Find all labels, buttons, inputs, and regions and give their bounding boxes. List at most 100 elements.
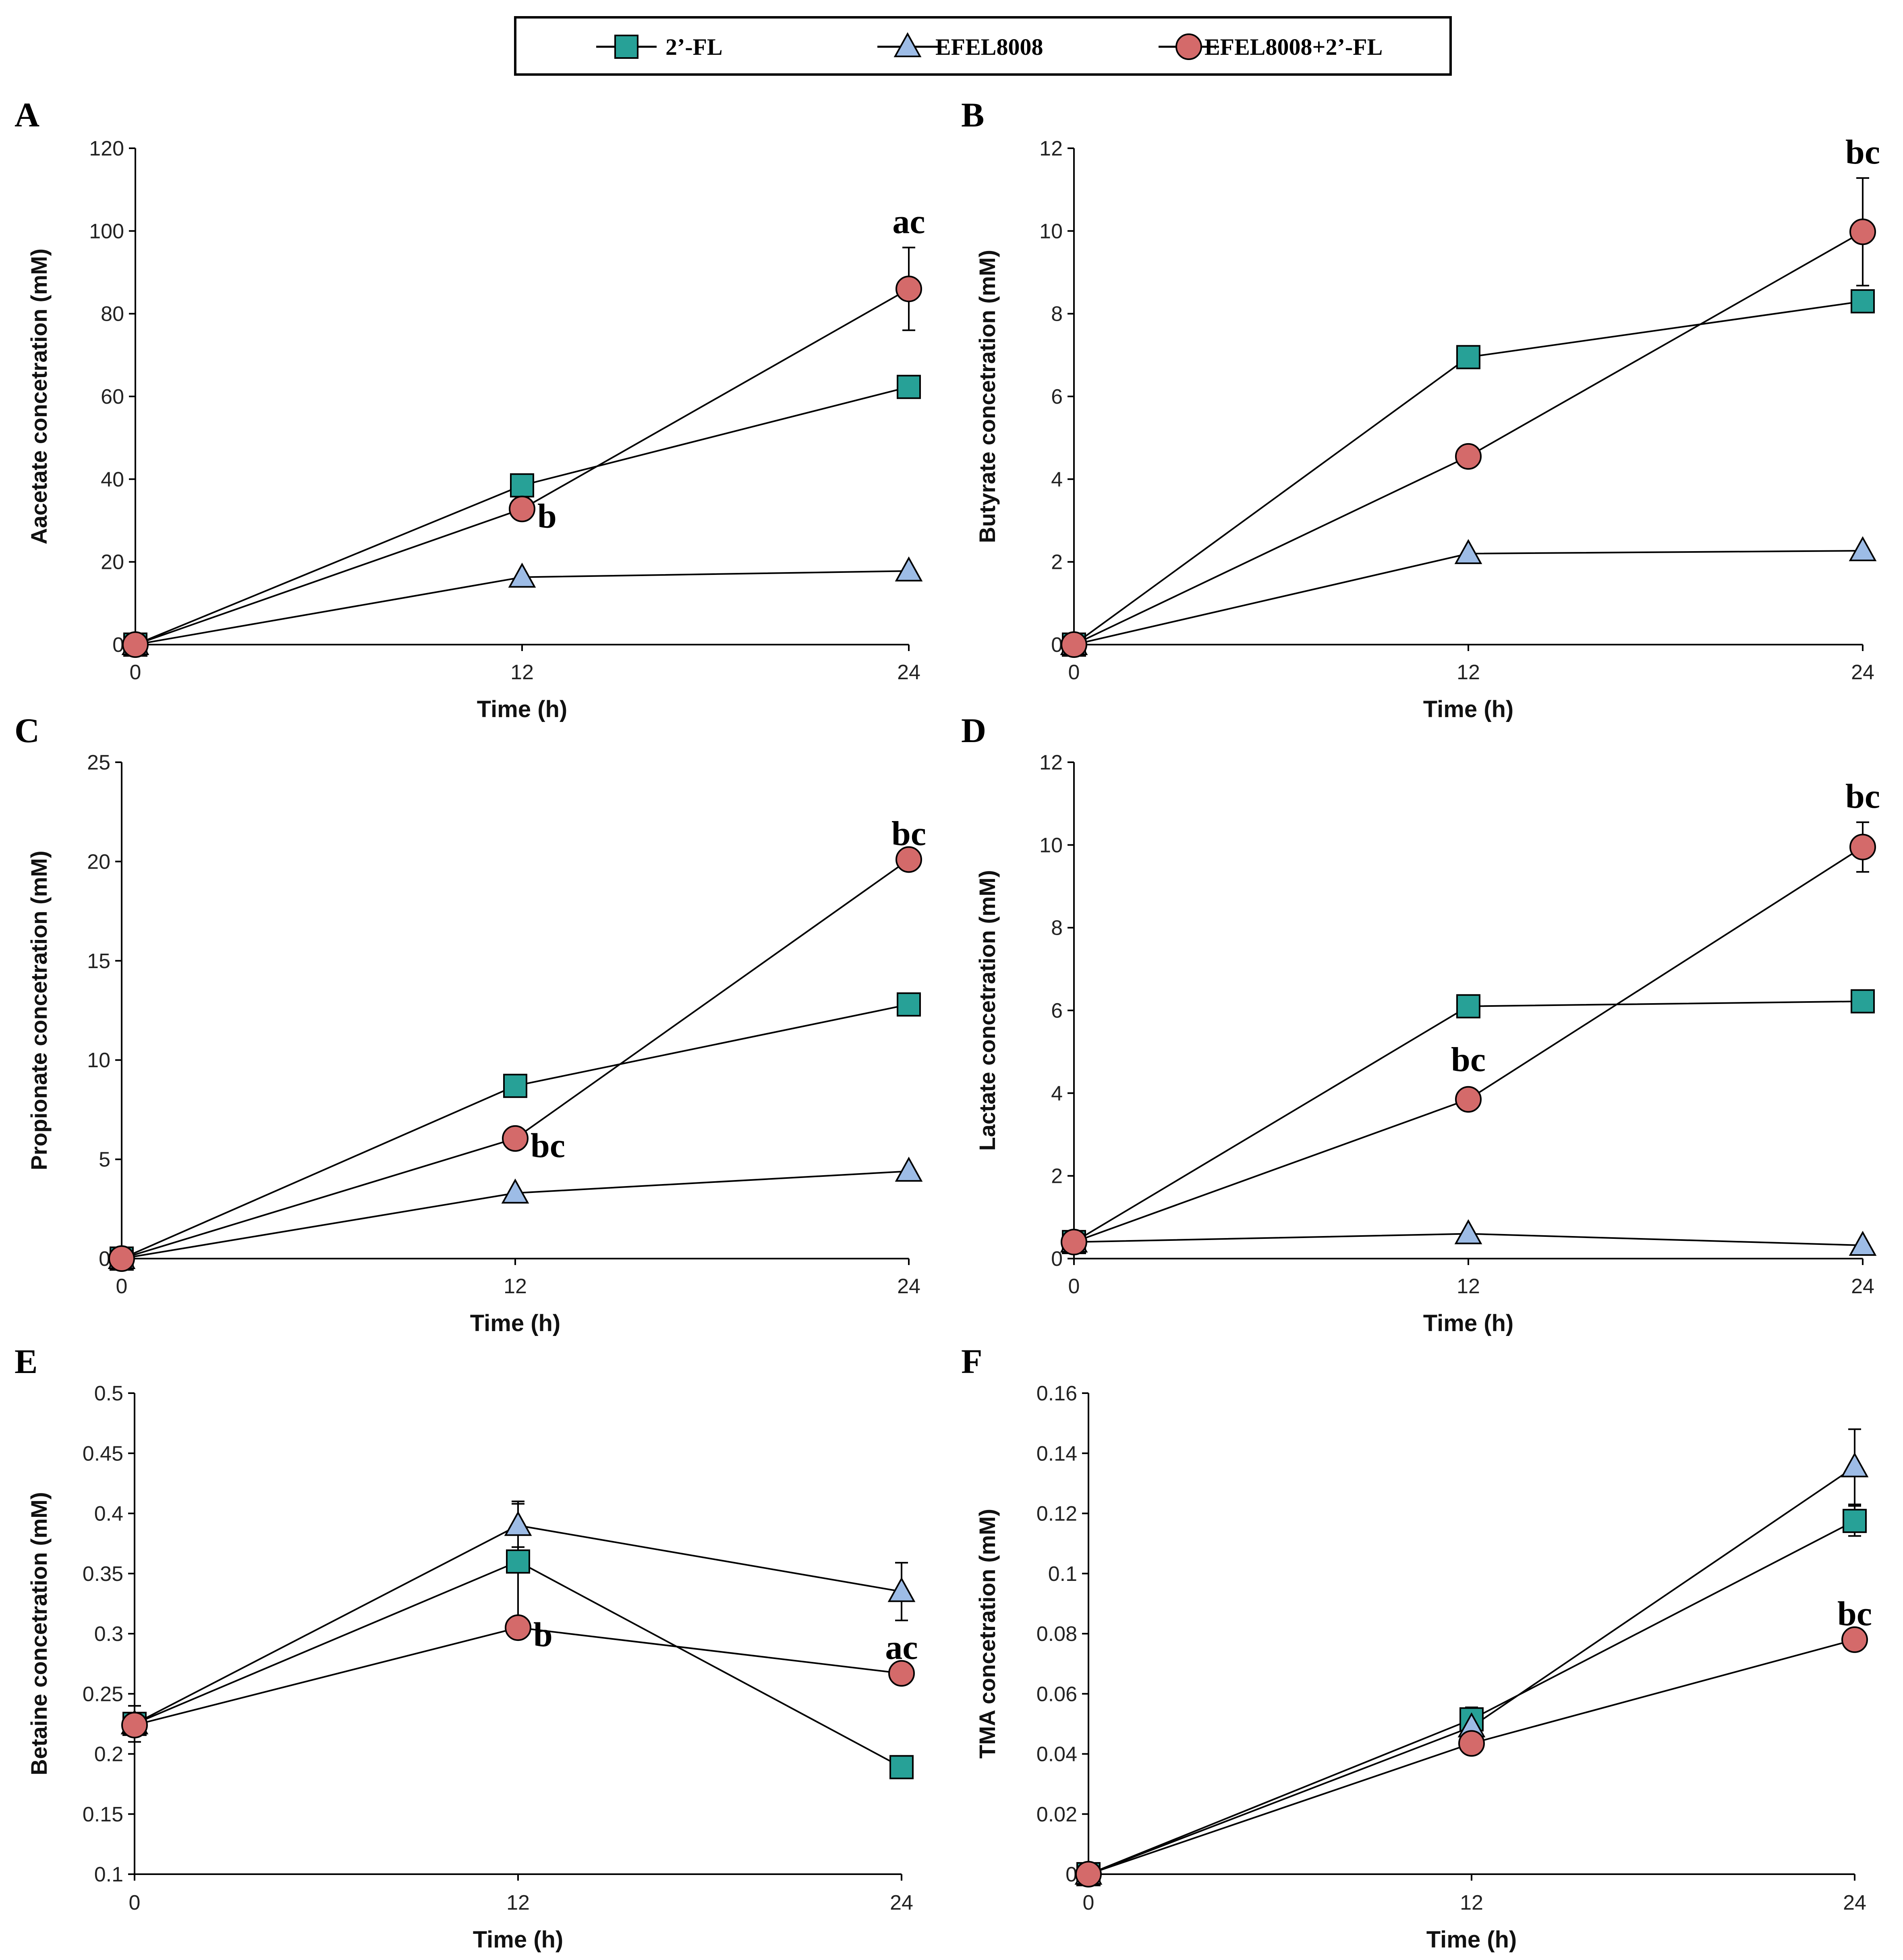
data-point-circle xyxy=(505,1614,531,1641)
data-point-square xyxy=(510,473,534,498)
panel-letter: C xyxy=(15,711,39,750)
legend-label: EFEL8008 xyxy=(935,34,1043,60)
data-point-circle xyxy=(888,1660,915,1687)
data-point-triangle xyxy=(508,562,536,588)
y-tick-label: 4 xyxy=(1051,468,1063,491)
significance-label: bc xyxy=(1845,777,1880,815)
data-point-square xyxy=(1851,989,1875,1014)
x-tick-label: 24 xyxy=(897,661,920,684)
data-point-square xyxy=(889,1755,914,1780)
legend-item-circle: EFEL8008+2’-FL xyxy=(1159,33,1383,60)
data-point-triangle xyxy=(1841,1452,1869,1477)
data-point-triangle xyxy=(501,1178,529,1204)
x-tick-label: 12 xyxy=(1457,1275,1480,1298)
y-tick-label: 0.15 xyxy=(83,1803,123,1826)
significance-label: bc xyxy=(1837,1594,1872,1633)
panel-letter: E xyxy=(15,1342,37,1381)
panel-e: E 0.1 0.15 0.2 0.25 0.3 0.35 0.4 0.45 0.5 0 12 24 Tim… xyxy=(15,1342,918,1953)
y-tick-label: 5 xyxy=(99,1148,110,1172)
x-axis-title: Time (h) xyxy=(1423,696,1514,722)
x-tick-label: 0 xyxy=(1068,661,1080,684)
x-tick-label: 24 xyxy=(1851,661,1874,684)
data-point-triangle xyxy=(1849,536,1877,561)
y-tick-label: 0.2 xyxy=(94,1743,123,1766)
significance-label: ac xyxy=(892,202,925,241)
series-line-circle xyxy=(134,1627,902,1726)
panel-f: F00.020.040.060.080.10.120.140.160 12 24Ti… xyxy=(961,1342,1872,1953)
significance-label: bc xyxy=(1845,133,1880,171)
x-tick-label: 12 xyxy=(510,661,534,684)
data-point-circle xyxy=(1458,1730,1485,1757)
significance-label: bc xyxy=(891,814,926,852)
x-axis-title: Time (h) xyxy=(1426,1927,1517,1953)
y-axis-title: Betaine concetration (mM) xyxy=(26,1492,52,1775)
y-tick-label: 120 xyxy=(89,137,124,160)
y-tick-label: 0.1 xyxy=(1048,1562,1077,1586)
data-point-square xyxy=(1851,289,1875,313)
x-tick-label: 24 xyxy=(897,1275,920,1298)
y-tick-label: 6 xyxy=(1051,385,1063,409)
data-point-circle xyxy=(1075,1861,1102,1887)
panel-letter: A xyxy=(15,95,39,134)
data-point-circle xyxy=(122,631,149,658)
data-point-square xyxy=(897,992,921,1017)
y-tick-label: 0.02 xyxy=(1036,1803,1077,1826)
x-axis-title: Time (h) xyxy=(470,1310,561,1336)
panel-letter: F xyxy=(961,1342,983,1381)
significance-label: bc xyxy=(1451,1040,1486,1079)
legend-item-triangle: EFEL8008 xyxy=(877,32,1043,60)
y-tick-label: 4 xyxy=(1051,1082,1063,1105)
data-point-square xyxy=(1456,345,1480,369)
y-tick-label: 0.16 xyxy=(1036,1382,1077,1405)
y-tick-label: 2 xyxy=(1051,1165,1063,1188)
y-tick-label: 40 xyxy=(101,468,124,491)
data-point-circle xyxy=(1455,443,1482,470)
y-tick-label: 10 xyxy=(1039,220,1063,243)
x-tick-label: 0 xyxy=(130,661,141,684)
y-axis-title: TMA concetration (mM) xyxy=(974,1509,1000,1759)
x-tick-label: 0 xyxy=(1068,1275,1080,1298)
x-axis-title: Time (h) xyxy=(1423,1310,1514,1336)
y-tick-label: 6 xyxy=(1051,999,1063,1023)
y-tick-label: 80 xyxy=(101,303,124,326)
y-tick-label: 0.14 xyxy=(1036,1442,1077,1465)
y-tick-label: 60 xyxy=(101,385,124,409)
y-tick-label: 0.3 xyxy=(94,1622,123,1646)
data-point-circle xyxy=(108,1245,135,1272)
x-tick-label: 24 xyxy=(890,1891,913,1914)
data-point-triangle xyxy=(1849,1231,1877,1256)
data-point-square xyxy=(1456,994,1480,1018)
significance-label: b xyxy=(533,1615,553,1654)
y-tick-label: 10 xyxy=(1039,834,1063,857)
data-point-circle xyxy=(1455,1086,1482,1113)
y-tick-label: 0.12 xyxy=(1036,1502,1077,1526)
data-point-circle xyxy=(1849,834,1876,861)
y-tick-label: 10 xyxy=(87,1049,110,1072)
y-axis-title: Propionate concetration (mM) xyxy=(26,850,52,1170)
y-tick-label: 0.06 xyxy=(1036,1682,1077,1706)
legend-marker-square xyxy=(614,35,638,59)
y-tick-label: 0.08 xyxy=(1036,1622,1077,1646)
y-tick-label: 0 xyxy=(1051,1247,1063,1271)
data-point-triangle xyxy=(895,556,923,582)
y-tick-label: 12 xyxy=(1039,751,1063,774)
y-tick-label: 2 xyxy=(1051,551,1063,574)
series-line-square xyxy=(1088,1520,1855,1875)
data-point-triangle xyxy=(895,1157,923,1182)
series-line-circle xyxy=(1088,1639,1855,1875)
data-point-triangle xyxy=(1454,539,1482,564)
x-tick-label: 0 xyxy=(129,1891,141,1914)
data-point-circle xyxy=(1849,218,1876,245)
series-line-circle xyxy=(135,288,909,645)
y-tick-label: 25 xyxy=(87,751,110,774)
y-axis-title: Butyrate concetration (mM) xyxy=(974,250,1000,543)
data-point-circle xyxy=(1061,631,1087,658)
legend-item-square: 2’-FL xyxy=(596,34,723,60)
legend-marker-triangle xyxy=(893,32,922,57)
y-tick-label: 0.45 xyxy=(83,1442,123,1465)
y-axis-title: Aacetate concetration (mM) xyxy=(26,249,52,544)
series-line-square xyxy=(1073,1000,1863,1243)
